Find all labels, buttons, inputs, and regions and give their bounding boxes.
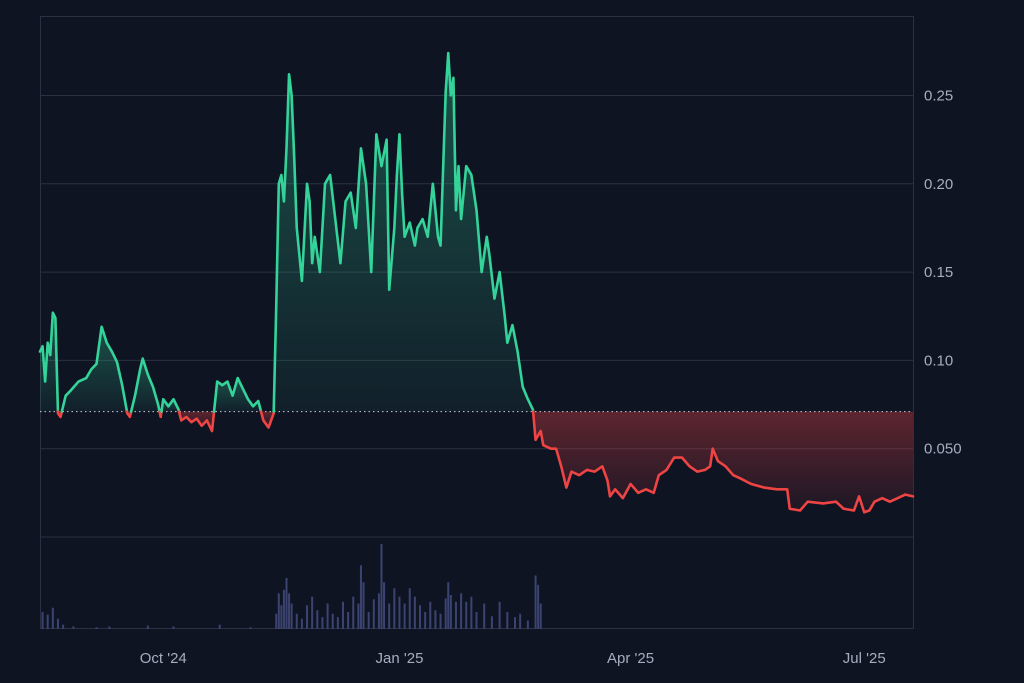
price-line-above-baseline <box>60 325 129 413</box>
volume-bar <box>46 614 49 629</box>
price-line-below-baseline <box>125 410 133 419</box>
volume-bar <box>514 617 517 629</box>
x-tick-label: Jan '25 <box>376 650 424 667</box>
volume-bar <box>534 575 537 629</box>
volume-bar <box>444 598 447 629</box>
volume-bar <box>377 593 380 629</box>
volume-bar <box>290 603 293 629</box>
volume-bar <box>359 565 362 629</box>
volume-bar <box>218 624 221 629</box>
volume-bars <box>41 544 542 629</box>
volume-bar <box>326 603 329 629</box>
price-line-above-baseline <box>160 397 181 413</box>
volume-bar <box>447 582 450 629</box>
volume-bar <box>300 618 303 629</box>
volume-bar <box>439 613 442 629</box>
volume-bar <box>460 593 463 629</box>
volume-bar <box>506 612 509 629</box>
volume-bar <box>362 582 365 629</box>
volume-bar <box>280 605 283 629</box>
area-fill-above-baseline <box>40 312 58 412</box>
y-tick-label: 0.15 <box>924 264 953 281</box>
volume-bar <box>56 618 59 629</box>
volume-bar <box>434 610 437 629</box>
volume-bar <box>295 613 298 629</box>
volume-bar <box>108 626 111 629</box>
volume-bar <box>388 603 391 629</box>
volume-bar <box>41 612 44 629</box>
volume-bar <box>539 603 542 629</box>
volume-bar <box>526 620 529 629</box>
volume-bar <box>352 596 355 629</box>
volume-bar <box>475 612 478 629</box>
price-line-above-baseline <box>212 376 263 413</box>
volume-bar <box>311 596 314 629</box>
volume-bar <box>465 601 468 629</box>
volume-bar <box>383 582 386 629</box>
volume-bar <box>393 588 396 629</box>
area-fill-above-baseline <box>131 358 160 412</box>
price-line-above-baseline <box>38 311 60 413</box>
y-axis: 0.25 0.20 0.15 0.10 0.050 <box>924 87 962 457</box>
volume-bar <box>408 588 411 629</box>
volume-bar <box>490 616 493 629</box>
volume-bar <box>51 607 54 629</box>
volume-bar <box>367 612 370 629</box>
volume-bar <box>380 544 383 629</box>
volume-bar <box>470 596 473 629</box>
volume-bar <box>285 578 288 629</box>
y-tick-label: 0.10 <box>924 352 953 369</box>
volume-bar <box>321 617 324 629</box>
price-line-below-baseline <box>158 410 163 419</box>
y-tick-label: 0.20 <box>924 176 953 193</box>
area-fill-above-baseline <box>61 326 127 412</box>
volume-bar <box>282 589 285 629</box>
volume-bar <box>424 612 427 629</box>
y-tick-label: 0.050 <box>924 441 962 458</box>
price-line-below-baseline <box>177 410 216 433</box>
volume-bar <box>347 612 350 629</box>
volume-bar <box>483 603 486 629</box>
volume-bar <box>336 617 339 629</box>
price-line-above-baseline <box>272 51 535 413</box>
volume-bar <box>72 626 75 629</box>
area-fill-below-baseline <box>261 411 274 428</box>
volume-bar <box>95 627 98 629</box>
volume-bar <box>172 626 175 629</box>
volume-bar <box>275 613 278 629</box>
volume-bar <box>277 593 280 629</box>
volume-bar <box>398 596 401 629</box>
y-tick-label: 0.25 <box>924 87 953 104</box>
volume-bar <box>331 613 334 629</box>
x-tick-label: Jul '25 <box>843 650 886 667</box>
volume-bar <box>341 601 344 629</box>
volume-bar <box>419 605 422 629</box>
x-tick-label: Oct '24 <box>140 650 187 667</box>
volume-bar <box>454 601 457 629</box>
volume-bar <box>316 610 319 629</box>
volume-bar <box>429 601 432 629</box>
volume-bar <box>372 599 375 629</box>
volume-bar <box>498 601 501 629</box>
volume-bar <box>519 613 522 629</box>
area-fill-below-baseline <box>179 411 215 432</box>
x-axis: Oct '24 Jan '25 Apr '25 Jul '25 <box>140 650 886 667</box>
volume-bar <box>403 603 406 629</box>
volume-bar <box>357 603 360 629</box>
volume-bar <box>249 627 252 629</box>
volume-bar <box>146 625 149 629</box>
price-line <box>38 51 915 514</box>
volume-bar <box>537 584 540 629</box>
x-tick-label: Apr '25 <box>607 650 654 667</box>
volume-bar <box>449 595 452 629</box>
volume-bar <box>62 624 65 629</box>
price-line-below-baseline <box>56 410 64 419</box>
price-line-above-baseline <box>129 357 161 413</box>
price-line-below-baseline <box>531 410 915 514</box>
volume-bar <box>288 593 291 629</box>
volume-bar <box>306 605 309 629</box>
volume-bar <box>413 596 416 629</box>
